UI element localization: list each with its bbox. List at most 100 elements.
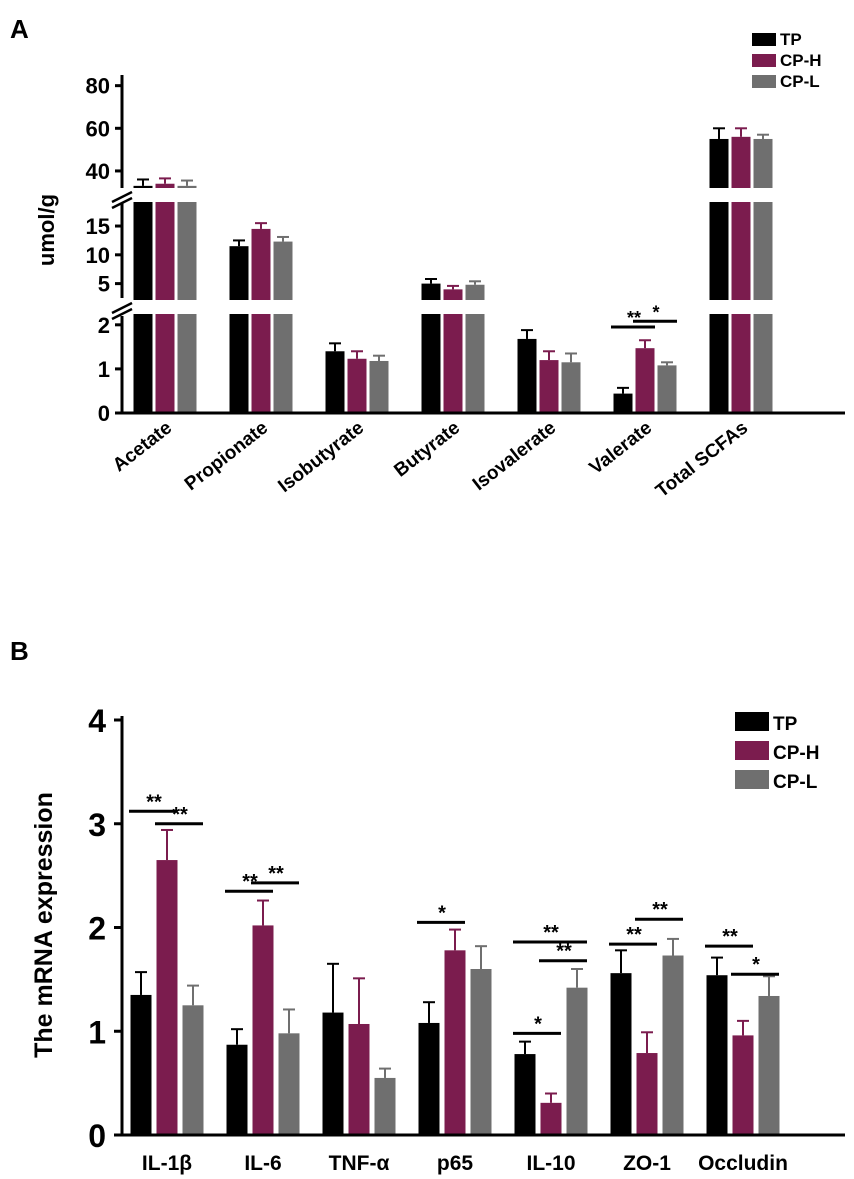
bar-valerate-tp [613, 393, 633, 413]
bar-zo-1-cp-l [662, 955, 684, 1135]
x-tick-label-valerate: Valerate [586, 417, 656, 478]
bar-isovalerate-tp [517, 338, 537, 413]
bar-il-6-cp-l [278, 1033, 300, 1135]
y-tick-label-0: 0 [98, 401, 110, 426]
y-axis-label: umol/g [34, 194, 59, 266]
x-tick-label-il-10: IL-10 [526, 1152, 575, 1175]
bar-propionate-tp [229, 246, 249, 413]
bar-il-10-cp-l [566, 987, 588, 1135]
significance-mark-4: * [438, 902, 446, 924]
legend-label-cp-h: CP-H [773, 743, 819, 764]
bar-zo-1-cp-h [636, 1053, 658, 1135]
x-tick-label-total-scfas: Total SCFAs [652, 417, 752, 502]
bar-butyrate-cp-l [465, 284, 485, 413]
legend-label-cp-l: CP-L [773, 772, 818, 793]
significance-mark-9: ** [652, 899, 668, 921]
bar-occludin-cp-h [732, 1035, 754, 1135]
y-tick-label-3: 3 [88, 807, 106, 843]
legend-label-tp: TP [773, 714, 798, 735]
axis-break-mark-1b [111, 196, 133, 210]
y-tick-label-5: 5 [98, 272, 110, 297]
bar-valerate-cp-h [635, 348, 655, 413]
bar-il-1-cp-h [156, 860, 178, 1135]
legend-swatch-tp [752, 33, 776, 46]
legend-label-cp-h: CP-H [780, 51, 822, 70]
significance-mark-11: * [752, 954, 760, 976]
bar-isobutyrate-cp-l [369, 360, 389, 413]
axis-break-mark-0b [111, 307, 133, 321]
x-tick-label-butyrate: Butyrate [390, 417, 464, 481]
significance-mark-3: ** [268, 863, 284, 885]
bar-il-10-cp-h [540, 1102, 562, 1135]
significance-mark-10: ** [722, 926, 738, 948]
bar-propionate-cp-h [251, 228, 271, 413]
x-tick-label-il-1: IL-1β [142, 1152, 192, 1175]
bar-il-1-tp [130, 994, 152, 1135]
panel-a-label: A [10, 14, 29, 44]
axis-break-gap-upper [125, 188, 845, 202]
bar-il-6-cp-h [252, 925, 274, 1135]
bar-butyrate-cp-h [443, 289, 463, 413]
y-tick-label-4: 4 [88, 703, 106, 739]
bar-il-6-tp [226, 1044, 248, 1135]
bar-total-scfas-cp-h [731, 136, 751, 413]
bar-p65-cp-h [444, 950, 466, 1135]
x-tick-label-isobutyrate: Isobutyrate [274, 417, 368, 497]
axis-break-mark-1a [111, 190, 133, 204]
x-tick-label-zo-1: ZO-1 [623, 1152, 671, 1175]
bar-acetate-cp-l [177, 185, 197, 413]
panel-b-label: B [10, 636, 29, 666]
legend-swatch-cp-h [752, 54, 776, 67]
y-tick-label-10: 10 [86, 243, 110, 268]
y-tick-label-40: 40 [86, 159, 110, 184]
y-tick-label-60: 60 [86, 116, 110, 141]
legend-swatch-cp-l [752, 75, 776, 88]
y-tick-label-80: 80 [86, 74, 110, 99]
y-axis-label: The mRNA expression [30, 792, 58, 1058]
legend-swatch-tp [735, 712, 769, 731]
significance-mark-6: ** [543, 922, 559, 944]
significance-mark-8: ** [626, 924, 642, 946]
y-tick-label-2: 2 [88, 911, 106, 947]
significance-mark-5: * [534, 1013, 542, 1035]
x-tick-label-propionate: Propionate [181, 417, 272, 495]
y-tick-label-1: 1 [88, 1014, 106, 1050]
bar-il-1-cp-l [182, 1005, 204, 1135]
x-tick-label-tnf: TNF-α [329, 1152, 390, 1175]
significance-mark-0: ** [627, 308, 641, 328]
bar-valerate-cp-l [657, 365, 677, 413]
y-tick-label-2: 2 [98, 313, 110, 338]
bar-tnf-cp-l [374, 1077, 396, 1135]
bar-p65-tp [418, 1022, 440, 1135]
axis-break-mark-0a [111, 301, 133, 315]
bar-tnf-tp [322, 1012, 344, 1135]
bar-acetate-cp-h [155, 183, 175, 413]
legend-label-tp: TP [780, 30, 802, 49]
x-tick-label-occludin: Occludin [698, 1152, 788, 1175]
bar-propionate-cp-l [273, 241, 293, 413]
bar-il-10-tp [514, 1054, 536, 1135]
bar-isovalerate-cp-h [539, 360, 559, 413]
legend-label-cp-l: CP-L [780, 72, 820, 91]
bar-p65-cp-l [470, 969, 492, 1135]
bar-total-scfas-tp [709, 138, 729, 413]
significance-mark-0: ** [146, 791, 162, 813]
bar-total-scfas-cp-l [753, 138, 773, 413]
legend-swatch-cp-h [735, 741, 769, 760]
bar-isovalerate-cp-l [561, 362, 581, 413]
bar-isobutyrate-cp-h [347, 358, 367, 413]
bar-tnf-cp-h [348, 1023, 370, 1135]
significance-mark-1: * [652, 302, 659, 322]
significance-mark-2: ** [242, 871, 258, 893]
significance-mark-1: ** [172, 804, 188, 826]
y-tick-label-15: 15 [86, 214, 110, 239]
bar-zo-1-tp [610, 973, 632, 1135]
bar-occludin-tp [706, 975, 728, 1135]
panel-b: B 0 1 2 3 4 The mRNA expression IL-1β IL-6 TNF-α… [10, 636, 845, 1175]
bar-occludin-cp-l [758, 995, 780, 1135]
x-tick-label-il-6: IL-6 [244, 1152, 281, 1175]
y-tick-label-1: 1 [98, 357, 110, 382]
x-tick-label-isovalerate: Isovalerate [469, 417, 560, 495]
